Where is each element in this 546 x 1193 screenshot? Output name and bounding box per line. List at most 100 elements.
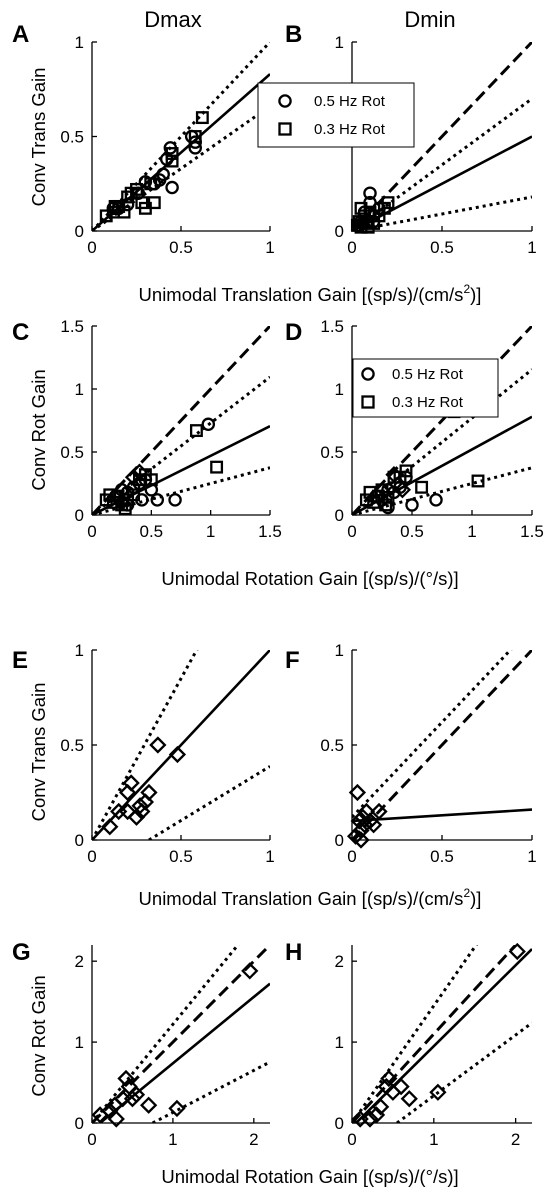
- diamond-point: [370, 802, 388, 821]
- diamond-point: [107, 1110, 125, 1128]
- diamond-point: [130, 463, 149, 481]
- square-point: [103, 488, 117, 502]
- panel-letter: F: [285, 647, 300, 674]
- square-point: [210, 460, 224, 474]
- square-point: [354, 201, 368, 215]
- y-tick-label: 0.5: [320, 443, 344, 462]
- diamond-point: [140, 1096, 158, 1114]
- dotted-line: [352, 195, 532, 231]
- y-tick-label: 0: [75, 1114, 84, 1133]
- diamond-point: [168, 1099, 186, 1118]
- circle-point: [363, 186, 377, 200]
- y-tick-label: 0: [75, 506, 84, 525]
- xlabel-translation-top: Unimodal Translation Gain [(sp/s)/(cm/s2…: [139, 282, 482, 305]
- diamond-point: [127, 1086, 146, 1104]
- x-tick-label: 0.5: [169, 238, 193, 257]
- square-point: [147, 196, 161, 210]
- x-tick-label: 1: [206, 522, 215, 541]
- y-tick-label: 2: [335, 952, 344, 971]
- square-point: [471, 474, 485, 488]
- xlabel-translation-bottom: Unimodal Translation Gain [(sp/s)/(cm/s2…: [139, 886, 482, 909]
- panel-g: G 0 1 2 0 1 2: [12, 939, 270, 1149]
- diamond-point: [354, 808, 372, 826]
- legend-circle-marker: [278, 94, 292, 108]
- diamond-point: [118, 802, 137, 821]
- x-tick-label: 0.5: [400, 522, 424, 541]
- y-tick-label: 1: [75, 380, 84, 399]
- square-point: [117, 205, 131, 219]
- square-point: [130, 182, 143, 196]
- x-tick-label: 1.5: [520, 522, 544, 541]
- square-point: [99, 209, 113, 223]
- y-tick-label: 0: [75, 831, 84, 850]
- x-tick-label: 0: [347, 847, 356, 866]
- diamond-point: [385, 466, 403, 484]
- diamond-point: [400, 1090, 418, 1108]
- diamond-point: [429, 1083, 447, 1101]
- square-point: [195, 111, 209, 125]
- dotted-line: [151, 1060, 270, 1123]
- legend-circle-label: 0.5 Hz Rot: [314, 93, 386, 110]
- panel-f: F 0 0.5 1 0 0.5 1: [285, 641, 537, 866]
- diamond-point: [380, 1069, 398, 1088]
- diamond-point: [140, 783, 158, 802]
- legend-top: 0.5 Hz Rot 0.3 Hz Rot: [257, 82, 415, 148]
- square-point: [381, 196, 395, 210]
- y-tick-label: 0.5: [60, 128, 84, 147]
- panel-letter: A: [12, 21, 29, 48]
- y-tick-label: 0: [75, 222, 84, 241]
- circle-point: [405, 498, 419, 512]
- x-tick-label: 0.5: [430, 847, 454, 866]
- x-tick-label: 0: [87, 847, 96, 866]
- dotted-line: [396, 1021, 532, 1123]
- panel-letter: G: [12, 939, 31, 966]
- panel-letter: B: [285, 21, 302, 48]
- panel-d: D 0 0.5 1 1.5 0 0.5 1 1.5: [285, 317, 544, 541]
- legend-square-marker: [278, 122, 292, 136]
- diamond-point: [122, 774, 140, 792]
- square-point: [165, 147, 179, 160]
- diamond-point: [352, 821, 370, 840]
- circle-point: [429, 493, 443, 507]
- y-tick-label: 0.5: [60, 736, 84, 755]
- legend-square-label: 0.3 Hz Rot: [314, 121, 386, 138]
- x-tick-label: 0: [87, 238, 96, 257]
- solid-line: [352, 135, 532, 231]
- x-tick-label: 1: [429, 1130, 438, 1149]
- diamond-point: [123, 1090, 142, 1108]
- square-point: [121, 190, 135, 204]
- x-tick-label: 0.5: [430, 238, 454, 257]
- y-tick-label: 0: [335, 831, 344, 850]
- y-tick-label: 0.5: [320, 736, 344, 755]
- solid-line: [352, 808, 532, 823]
- solid-line: [355, 948, 532, 1123]
- square-point: [381, 490, 395, 504]
- diamond-point: [101, 818, 119, 836]
- square-point: [188, 130, 202, 143]
- dotted-line: [92, 105, 270, 231]
- dotted-line: [352, 466, 532, 515]
- panel-h: H 0 1 2 0 1 2: [285, 939, 532, 1149]
- diamond-point: [113, 493, 131, 512]
- dotted-line: [92, 945, 240, 1123]
- xlabel-rotation-top: Unimodal Rotation Gain [(sp/s)/(°/s)]: [161, 568, 458, 589]
- panel-a: A 0 0.5 1 0 0.5 1: [12, 21, 275, 257]
- diamond-point: [117, 1069, 135, 1088]
- diamond-point: [508, 942, 526, 961]
- diamond-point: [124, 468, 143, 486]
- dotted-line: [352, 650, 513, 819]
- y-tick-label: 0: [335, 222, 344, 241]
- x-tick-label: 1: [527, 847, 536, 866]
- dashed-line: [352, 326, 532, 515]
- y-tick-label: 1: [335, 1033, 344, 1052]
- square-point: [144, 177, 158, 191]
- panel-letter: E: [12, 647, 28, 674]
- x-tick-label: 0.5: [140, 522, 164, 541]
- diamond-point: [364, 816, 383, 834]
- y-tick-label: 1.5: [60, 317, 84, 336]
- square-point: [144, 473, 158, 487]
- x-tick-label: 0: [347, 522, 356, 541]
- diamond-point: [131, 797, 149, 815]
- diamond-point: [372, 1098, 390, 1116]
- x-tick-label: 0: [87, 1130, 96, 1149]
